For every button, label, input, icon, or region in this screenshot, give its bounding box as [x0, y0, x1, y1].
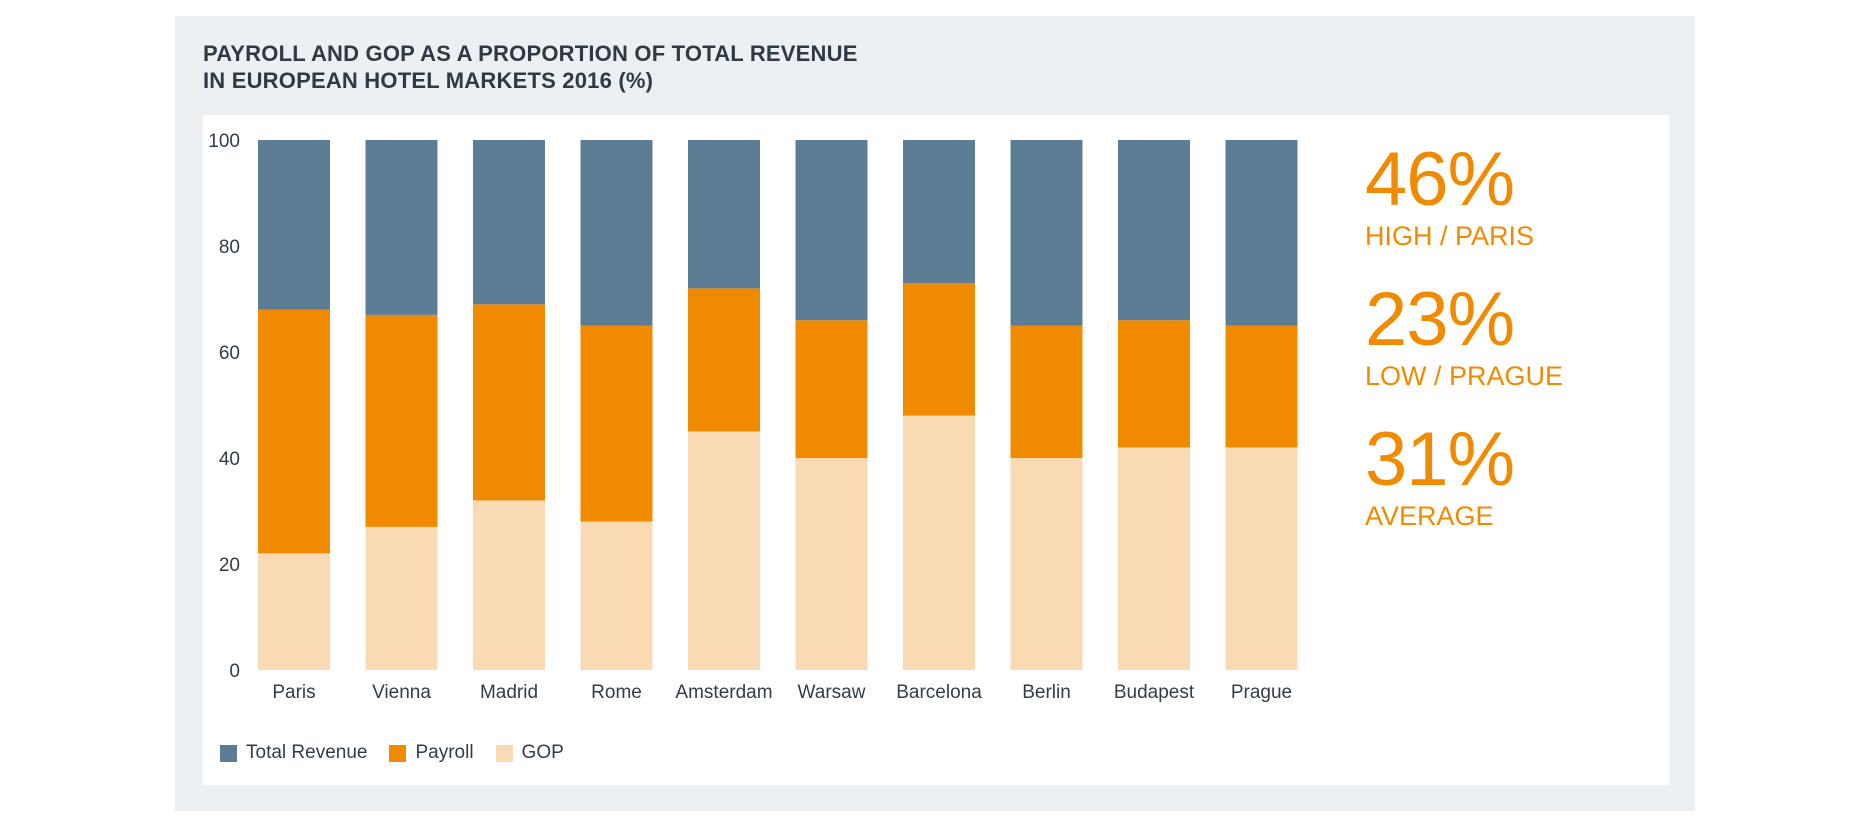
bar-payroll-berlin — [1010, 325, 1083, 458]
y-tick-label: 100 — [208, 131, 240, 152]
bar-total-revenue-berlin — [1010, 140, 1083, 326]
bar-gop-vienna — [365, 526, 438, 670]
legend-item-total-revenue: Total Revenue — [220, 742, 367, 764]
stat-average-value: 31% — [1365, 417, 1515, 502]
bar-gop-budapest — [1118, 447, 1190, 670]
x-category-label: Warsaw — [798, 682, 866, 703]
bar-gop-berlin — [1010, 458, 1083, 670]
y-tick-label: 20 — [219, 555, 240, 576]
x-category-label: Berlin — [1022, 682, 1071, 703]
bar-total-revenue-warsaw — [795, 140, 868, 321]
bar-total-revenue-madrid — [473, 140, 545, 305]
x-category-label: Budapest — [1114, 682, 1195, 703]
x-category-label: Barcelona — [896, 682, 982, 703]
legend-item-payroll: Payroll — [389, 742, 474, 764]
x-category-label: Vienna — [372, 682, 431, 703]
x-category-label: Prague — [1231, 682, 1292, 703]
bar-gop-prague — [1225, 447, 1298, 670]
stat-average-label: AVERAGE — [1365, 501, 1494, 531]
y-tick-label: 40 — [219, 449, 240, 470]
chart-title: PAYROLL AND GOP AS A PROPORTION OF TOTAL… — [203, 40, 1103, 94]
chart-legend: Total Revenue Payroll GOP — [220, 742, 586, 764]
legend-swatch-total-revenue — [220, 744, 237, 762]
bar-gop-rome — [580, 521, 653, 670]
bar-payroll-paris — [258, 309, 330, 554]
bar-gop-amsterdam — [688, 431, 760, 670]
x-category-label: Rome — [591, 682, 642, 703]
bar-gop-madrid — [473, 500, 545, 670]
bar-total-revenue-budapest — [1118, 140, 1190, 321]
bar-payroll-amsterdam — [688, 288, 760, 432]
bar-payroll-budapest — [1118, 320, 1190, 448]
legend-item-gop: GOP — [495, 742, 564, 764]
bar-gop-paris — [258, 553, 330, 670]
legend-label-gop: GOP — [521, 742, 564, 763]
y-tick-label: 0 — [229, 661, 240, 682]
stat-high-value: 46% — [1365, 137, 1515, 222]
bar-payroll-madrid — [473, 304, 545, 501]
y-tick-label: 60 — [219, 343, 240, 364]
legend-swatch-gop — [495, 744, 513, 762]
bar-gop-warsaw — [795, 458, 868, 670]
x-category-label: Madrid — [480, 682, 538, 703]
legend-label-payroll: Payroll — [415, 742, 474, 763]
bar-payroll-barcelona — [903, 283, 975, 416]
stat-average: 31% AVERAGE — [1365, 420, 1563, 532]
x-category-label: Amsterdam — [675, 682, 772, 703]
bar-total-revenue-rome — [580, 140, 653, 326]
legend-swatch-payroll — [389, 744, 407, 762]
bar-gop-barcelona — [903, 415, 975, 670]
stat-high-label: HIGH / PARIS — [1365, 221, 1535, 251]
bar-total-revenue-vienna — [365, 140, 438, 315]
stat-low-label: LOW / PRAGUE — [1365, 361, 1564, 391]
bar-total-revenue-prague — [1225, 140, 1298, 326]
stat-low-value: 23% — [1365, 277, 1515, 362]
bar-total-revenue-amsterdam — [688, 140, 760, 289]
stat-low: 23% LOW / PRAGUE — [1365, 280, 1563, 392]
y-tick-label: 80 — [219, 237, 240, 258]
bar-payroll-prague — [1225, 325, 1298, 448]
stats-panel: 46% HIGH / PARIS 23% LOW / PRAGUE 31% AV… — [1365, 140, 1563, 560]
bar-payroll-rome — [580, 325, 653, 522]
chart-title-line-1: PAYROLL AND GOP AS A PROPORTION OF TOTAL… — [203, 41, 858, 66]
bar-total-revenue-barcelona — [903, 140, 975, 284]
chart-title-line-2: IN EUROPEAN HOTEL MARKETS 2016 (%) — [203, 68, 654, 93]
x-category-label: Paris — [272, 682, 315, 703]
stat-high: 46% HIGH / PARIS — [1365, 140, 1563, 252]
bar-payroll-vienna — [365, 314, 438, 527]
bar-total-revenue-paris — [258, 140, 330, 310]
legend-label-total-revenue: Total Revenue — [246, 742, 368, 763]
bar-payroll-warsaw — [795, 320, 868, 458]
